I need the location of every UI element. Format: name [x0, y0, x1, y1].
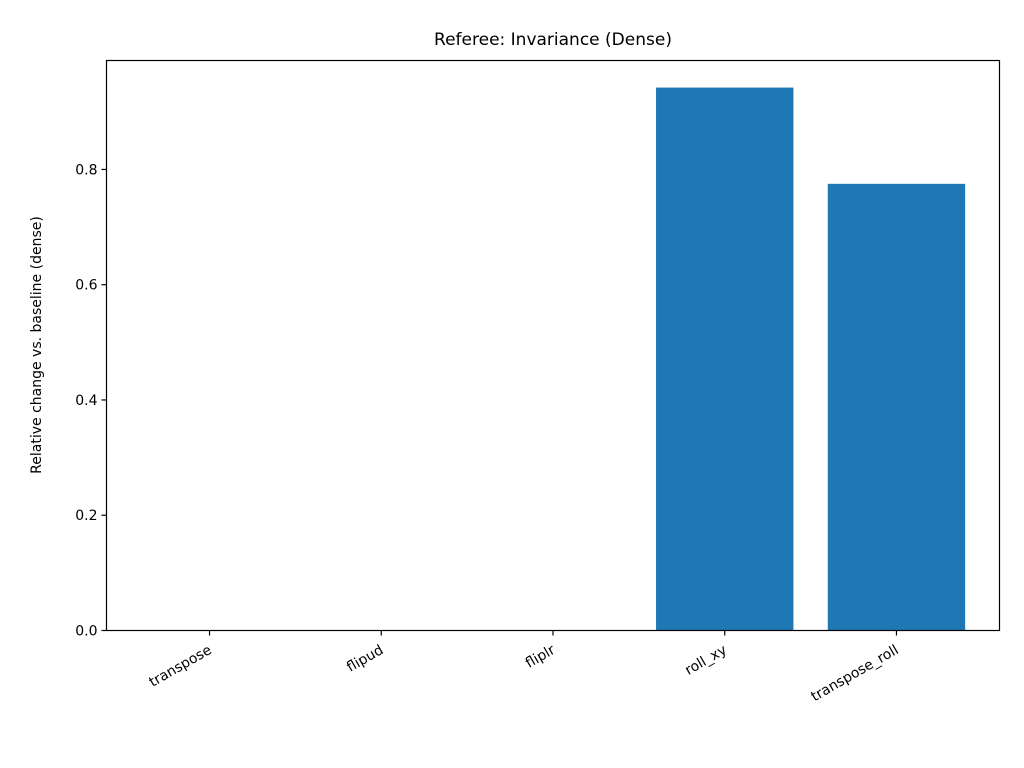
- x-tick-label-roll_xy: roll_xy: [682, 642, 729, 679]
- x-ticks-group: transpose flipud fliplr roll_xy transpose_ro…: [146, 630, 901, 705]
- y-tick-label: 0.6: [75, 278, 97, 294]
- x-tick-label-flipud: flipud: [344, 642, 386, 676]
- bars-group: [656, 87, 966, 631]
- y-tick-label: 0.4: [75, 393, 97, 409]
- y-tick-label: 0.0: [75, 624, 97, 640]
- chart-title: Referee: Invariance (Dense): [434, 30, 672, 50]
- bar-roll_xy: [656, 87, 794, 631]
- y-tick-label: 0.8: [75, 162, 97, 178]
- y-ticks-group: 0.0 0.2 0.4 0.6 0.8: [75, 162, 107, 640]
- y-tick-label: 0.2: [75, 508, 97, 524]
- x-tick-label-transpose_roll: transpose_roll: [808, 642, 901, 705]
- x-tick-label-transpose: transpose: [146, 642, 214, 691]
- bar-transpose_roll: [827, 183, 966, 631]
- y-axis-label: Relative change vs. baseline (dense): [29, 216, 45, 474]
- plot-frame: [105, 59, 1001, 632]
- x-tick-label-fliplr: fliplr: [523, 642, 558, 672]
